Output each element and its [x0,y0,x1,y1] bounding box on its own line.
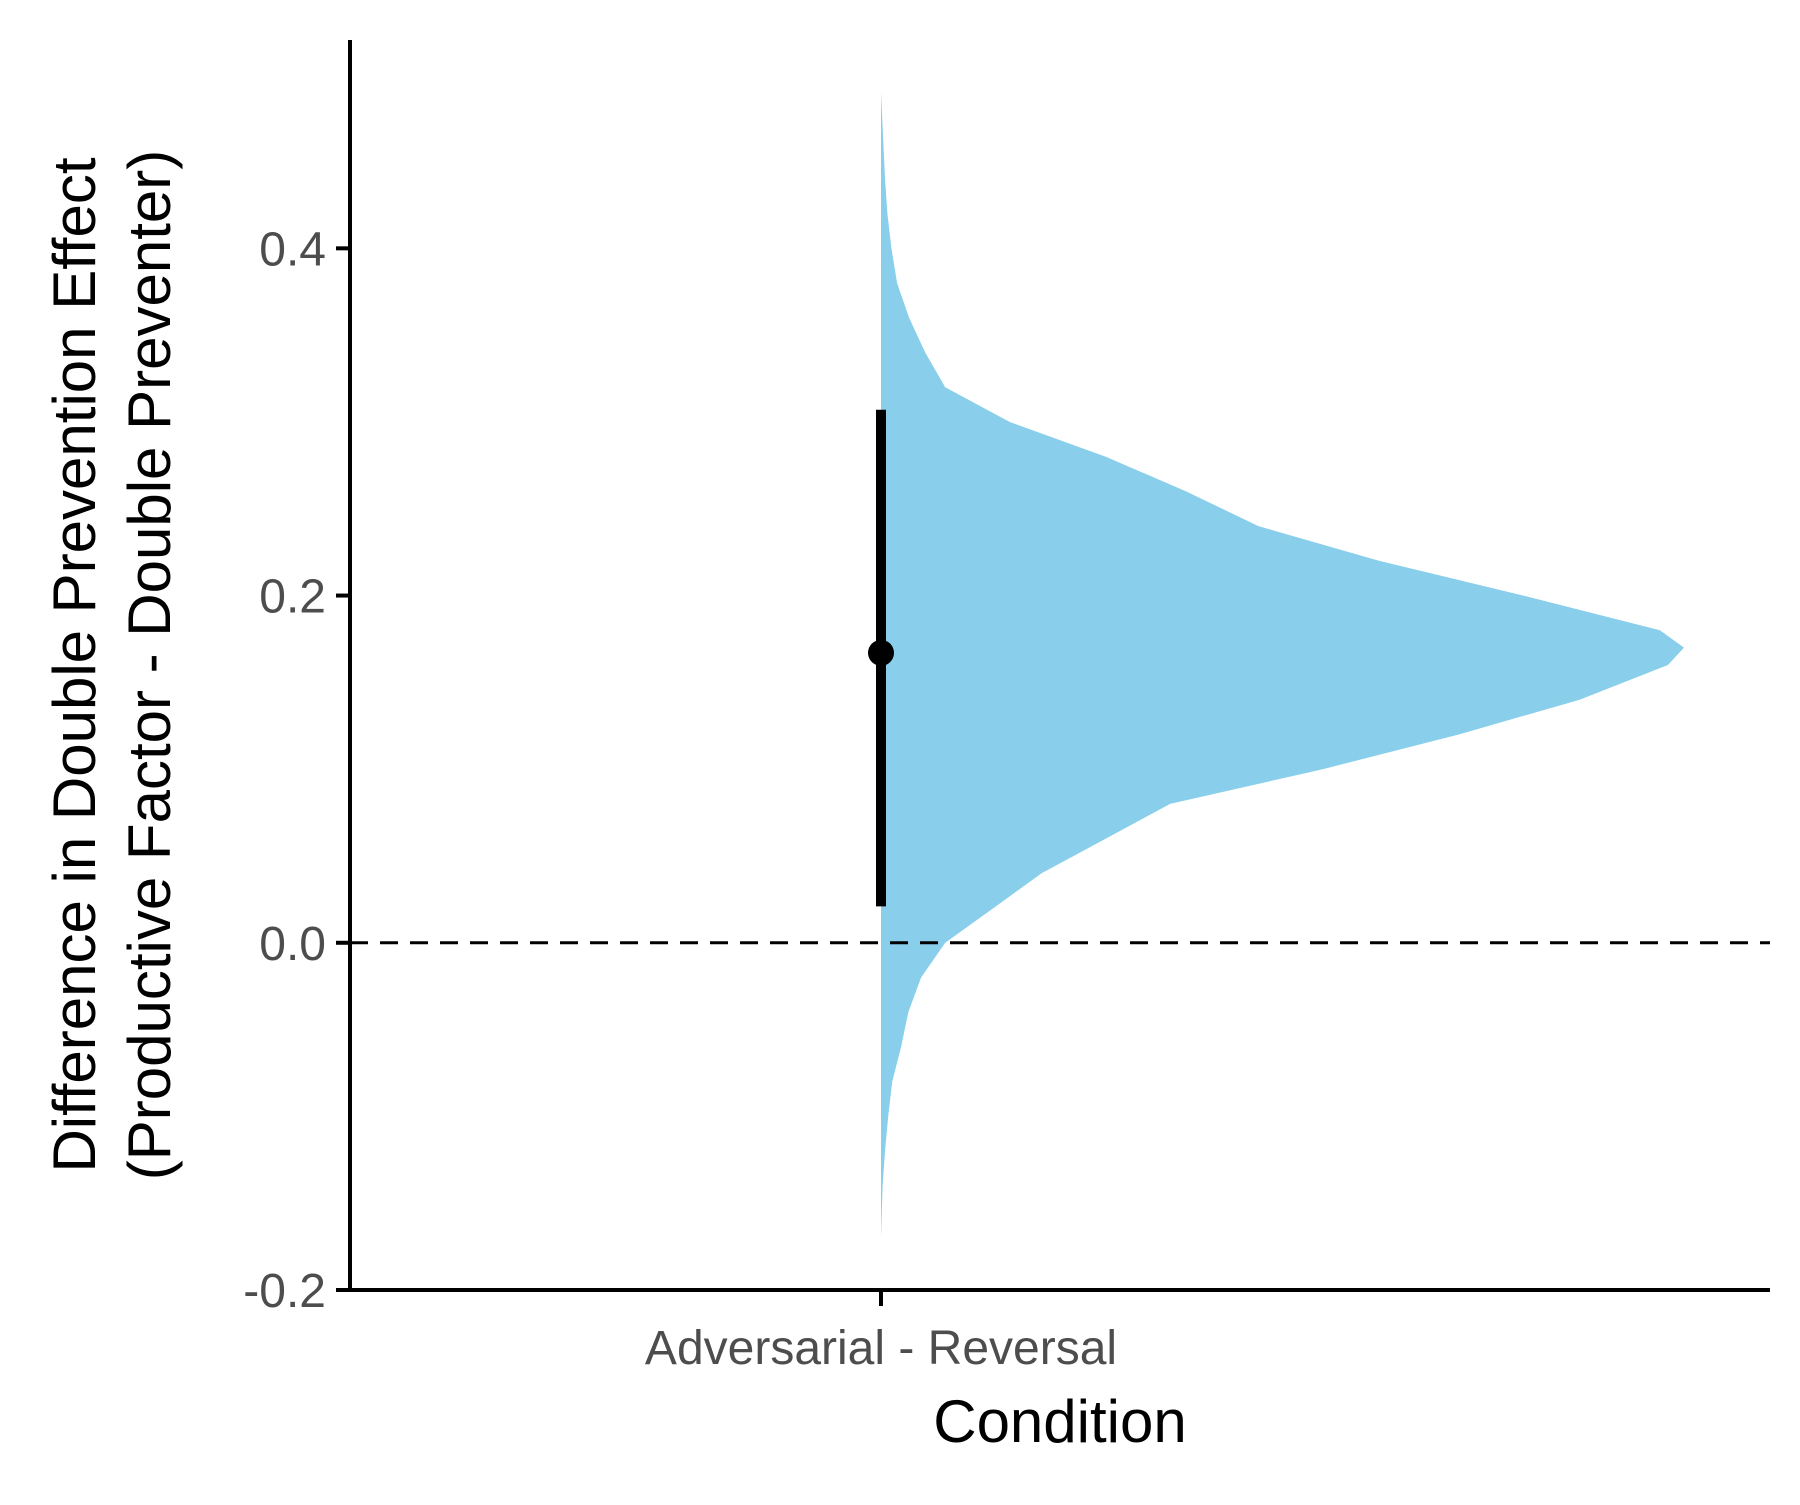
y-axis-title-line: (Productive Factor - Double Preventer) [116,150,183,1180]
y-tick-label: 0.2 [259,571,326,624]
x-tick-label: Adversarial - Reversal [645,1322,1117,1375]
y-tick-label: 0.4 [259,223,326,276]
y-tick-label: 0.0 [259,918,326,971]
y-axis-title-line: Difference in Double Prevention Effect [41,157,108,1172]
x-axis-title: Condition [933,1388,1187,1455]
density-half-violin [881,92,1684,1238]
y-tick-label: -0.2 [243,1265,326,1318]
point-estimate [868,639,894,666]
